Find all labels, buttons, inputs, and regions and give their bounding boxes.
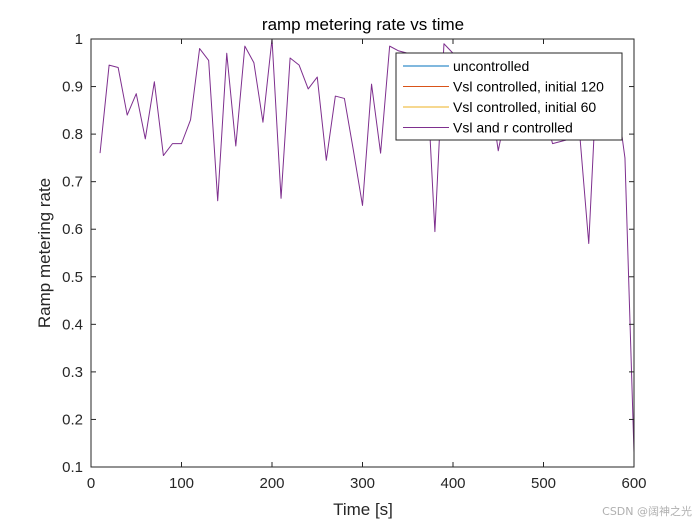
x-tick-label: 500 [531, 475, 556, 492]
y-tick-label: 0.1 [62, 459, 83, 476]
x-tick-label: 300 [350, 475, 375, 492]
legend-box [395, 52, 623, 141]
legend-label: Vsl and r controlled [453, 120, 573, 136]
legend-label: Vsl controlled, initial 120 [453, 79, 604, 95]
y-tick-label: 0.8 [62, 126, 83, 143]
x-tick-label: 600 [621, 475, 646, 492]
y-tick-label: 0.2 [62, 411, 83, 428]
x-tick-label: 0 [87, 475, 95, 492]
y-tick-label: 1 [75, 31, 83, 48]
watermark: CSDN @阔神之光 [602, 505, 692, 518]
y-tick-label: 0.4 [62, 316, 83, 333]
legend-label: uncontrolled [453, 58, 529, 74]
y-tick-label: 0.5 [62, 269, 83, 286]
x-axis: 0 100 200 300 400 500 600 [87, 39, 647, 492]
chart-title: ramp metering rate vs time [262, 15, 464, 34]
x-tick-label: 400 [440, 475, 465, 492]
y-tick-label: 0.3 [62, 364, 83, 381]
legend-label: Vsl controlled, initial 60 [453, 99, 596, 115]
y-axis: 0.1 0.2 0.3 0.4 0.5 0.6 0.7 0.8 0.9 1 [62, 31, 634, 476]
y-tick-label: 0.9 [62, 79, 83, 96]
x-axis-label: Time [s] [333, 500, 393, 519]
y-tick-label: 0.6 [62, 221, 83, 238]
y-tick-label: 0.7 [62, 174, 83, 191]
legend: uncontrolled Vsl controlled, initial 120 V… [395, 52, 623, 141]
x-tick-label: 100 [169, 475, 194, 492]
x-tick-label: 200 [259, 475, 284, 492]
y-axis-label: Ramp metering rate [35, 178, 54, 328]
